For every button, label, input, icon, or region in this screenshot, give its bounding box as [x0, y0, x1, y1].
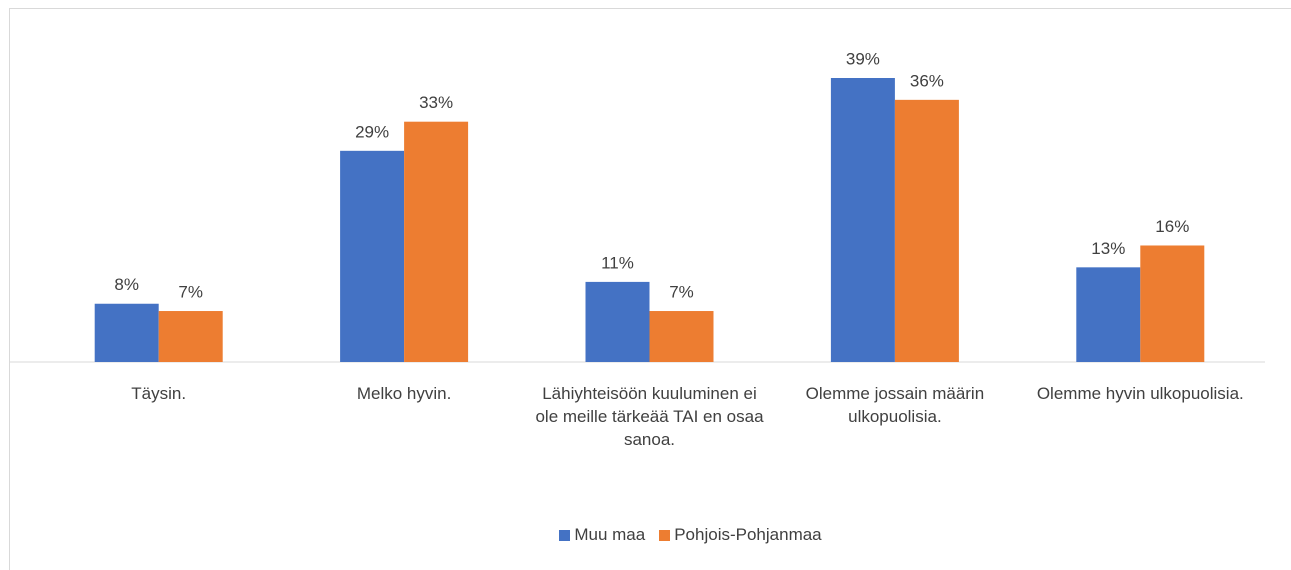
data-label: 7% [178, 283, 203, 302]
bar [404, 121, 469, 362]
bar [830, 78, 895, 362]
bar [340, 150, 405, 362]
bar [158, 311, 223, 362]
legend-swatch [659, 529, 671, 541]
legend-label: Pohjois-Pohjanmaa [674, 525, 822, 544]
x-tick-label: Täysin. [131, 384, 187, 403]
data-label: 39% [846, 49, 880, 68]
legend-label: Muu maa [574, 525, 646, 544]
x-tick-label: Olemme jossain määrin ulkopuolisia. [805, 384, 985, 426]
bar [94, 303, 159, 362]
data-label: 16% [1155, 217, 1189, 236]
x-tick-label: Melko hyvin. [356, 384, 452, 403]
bar [1140, 245, 1205, 362]
legend-swatch [559, 529, 571, 541]
chart-border [9, 8, 1291, 570]
data-label: 7% [669, 283, 694, 302]
data-label: 11% [601, 253, 634, 272]
data-label: 13% [1091, 239, 1125, 258]
bar [585, 281, 650, 362]
data-label: 29% [355, 122, 389, 141]
data-label: 36% [910, 71, 944, 90]
x-tick-label: Lähiyhteisöön kuuluminen ei ole meille t… [535, 384, 764, 449]
bar [1076, 267, 1141, 362]
data-label: 33% [419, 93, 453, 112]
x-tick-label: Olemme hyvin ulkopuolisia. [1036, 384, 1244, 403]
legend-item: Pohjois-Pohjanmaa [659, 525, 822, 545]
data-label: 8% [114, 275, 139, 294]
bar [894, 99, 959, 362]
legend-item: Muu maa [559, 525, 645, 545]
legend: Muu maa Pohjois-Pohjanmaa [0, 525, 1291, 545]
bar [649, 311, 714, 362]
